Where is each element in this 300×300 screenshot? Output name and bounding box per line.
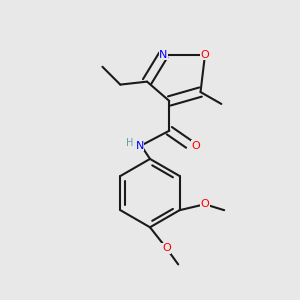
Text: N: N: [159, 50, 168, 60]
Text: O: O: [201, 50, 209, 60]
Text: O: O: [200, 199, 209, 209]
Text: H: H: [125, 138, 133, 148]
Text: N: N: [135, 140, 144, 151]
Text: O: O: [192, 140, 200, 151]
Text: O: O: [162, 243, 171, 253]
